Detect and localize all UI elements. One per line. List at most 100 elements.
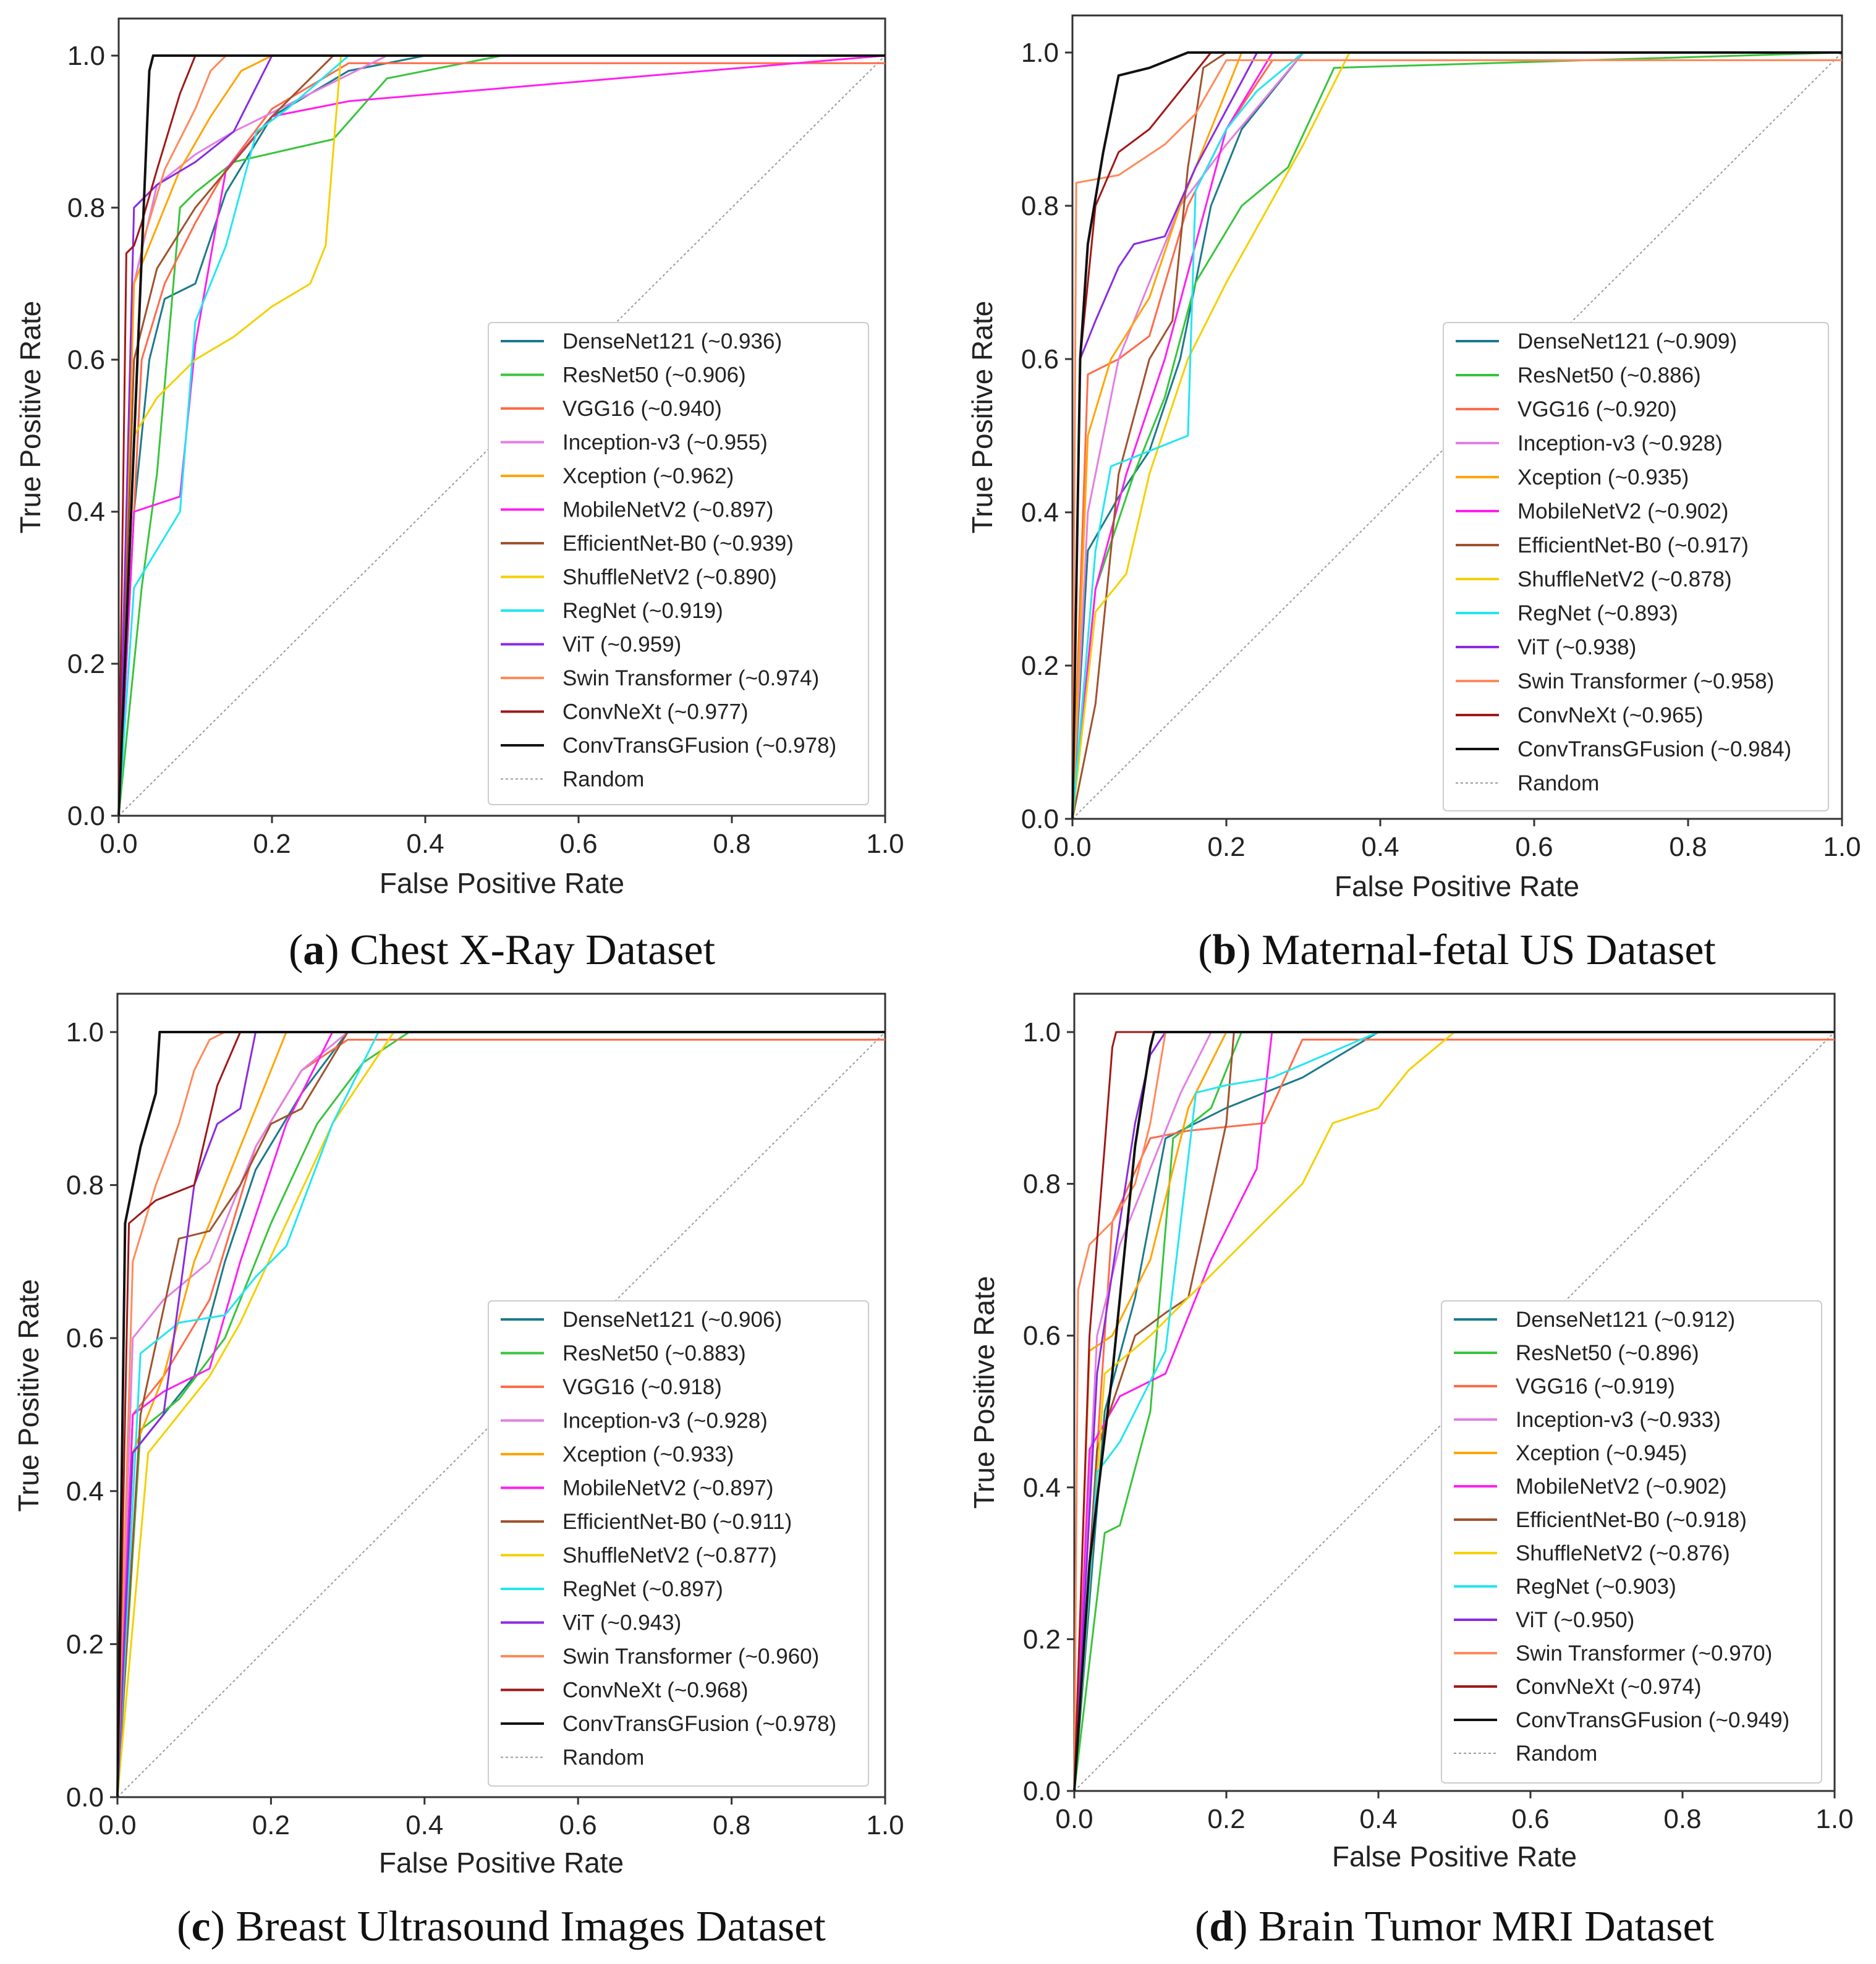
x-tick-label: 0.2 bbox=[1207, 832, 1245, 862]
roc-curve-shufflenetv2 bbox=[1073, 1031, 1835, 1792]
legend-label-vit: ViT (~0.959) bbox=[562, 633, 681, 657]
legend-label-shufflenetv2: ShuffleNetV2 (~0.876) bbox=[1516, 1541, 1730, 1565]
legend-label-mobilenetv2: MobileNetV2 (~0.897) bbox=[562, 1476, 773, 1501]
legend-label-mobilenetv2: MobileNetV2 (~0.902) bbox=[1516, 1475, 1726, 1499]
y-tick-label: 1.0 bbox=[1021, 38, 1059, 68]
x-tick-label: 0.8 bbox=[713, 829, 750, 859]
legend-entries: DenseNet121 (~0.936) ResNet50 (~0.906) VGG… bbox=[501, 329, 836, 792]
roc-curve-regnet bbox=[116, 1031, 885, 1798]
legend-label-shufflenetv2: ShuffleNetV2 (~0.890) bbox=[562, 565, 777, 590]
y-axis-label: True Positive Rate bbox=[968, 1276, 1000, 1509]
curves-panel-d bbox=[1073, 1031, 1835, 1792]
caption-title: Chest X-Ray Dataset bbox=[350, 926, 716, 974]
legend-label-efficientnet-b0: EfficientNet-B0 (~0.911) bbox=[562, 1510, 792, 1534]
roc-curve-shufflenetv2 bbox=[1071, 51, 1842, 819]
panel-caption: (d) Brain Tumor MRI Dataset bbox=[1195, 1903, 1715, 1950]
roc-curve-inception-v3 bbox=[116, 1031, 885, 1798]
x-tick-label: 1.0 bbox=[866, 829, 904, 859]
legend-label-random: Random bbox=[562, 768, 644, 792]
ticks-panel-b: 0.00.0 0.2 0.2 0.4 0.4 0.6 0.6 0.8 0.8 1.0 1.0 bbox=[1021, 38, 1861, 862]
legend-label-vgg16: VGG16 (~0.919) bbox=[1516, 1374, 1675, 1399]
y-tick-label: 0.0 bbox=[1021, 804, 1059, 834]
legend-label-shufflenetv2: ShuffleNetV2 (~0.878) bbox=[1517, 567, 1732, 591]
curves-panel-c bbox=[116, 1031, 885, 1798]
legend: DenseNet121 (~0.936) ResNet50 (~0.906) VGG… bbox=[488, 322, 869, 805]
roc-curve-swin-transformer bbox=[1071, 59, 1842, 819]
legend-label-resnet50: ResNet50 (~0.886) bbox=[1517, 363, 1701, 387]
x-axis-label: False Positive Rate bbox=[1335, 870, 1579, 902]
legend-label-xception: Xception (~0.935) bbox=[1517, 465, 1689, 489]
legend-label-inception-v3: Inception-v3 (~0.928) bbox=[562, 1409, 768, 1433]
roc-curve-convtransgfusion bbox=[117, 54, 885, 816]
caption-letter: a bbox=[303, 926, 325, 974]
panel-b: 0.00.0 0.2 0.2 0.4 0.4 0.6 0.6 0.8 0.8 1.0 1.0 Fal… bbox=[966, 14, 1861, 974]
roc-curve-regnet bbox=[117, 54, 885, 816]
x-tick-label: 1.0 bbox=[866, 1810, 904, 1840]
legend-label-convnext: ConvNeXt (~0.977) bbox=[562, 700, 749, 724]
legend-label-resnet50: ResNet50 (~0.906) bbox=[562, 363, 746, 387]
legend-label-xception: Xception (~0.945) bbox=[1516, 1441, 1687, 1465]
roc-curve-mobilenetv2 bbox=[117, 54, 886, 816]
x-tick-label: 1.0 bbox=[1823, 832, 1861, 862]
plot-frame bbox=[117, 17, 886, 817]
legend-label-convtransgfusion: ConvTransGFusion (~0.978) bbox=[562, 1712, 836, 1736]
caption-letter: b bbox=[1212, 926, 1236, 974]
roc-curve-regnet bbox=[1071, 51, 1842, 819]
x-tick-label: 0.0 bbox=[98, 1810, 136, 1840]
roc-curve-convtransgfusion bbox=[1073, 1031, 1835, 1792]
legend-label-random: Random bbox=[1516, 1742, 1597, 1766]
legend-label-vit: ViT (~0.950) bbox=[1516, 1608, 1634, 1632]
plot-frame bbox=[1071, 14, 1843, 820]
legend: DenseNet121 (~0.912) ResNet50 (~0.896) VGG… bbox=[1441, 1300, 1822, 1784]
legend-box bbox=[1441, 1300, 1822, 1784]
roc-curve-vit bbox=[116, 1031, 885, 1798]
legend-label-vgg16: VGG16 (~0.920) bbox=[1517, 397, 1677, 421]
legend-label-convnext: ConvNeXt (~0.974) bbox=[1516, 1675, 1702, 1699]
roc-curve-mobilenetv2 bbox=[1071, 51, 1842, 819]
roc-curve-resnet50 bbox=[1073, 1031, 1835, 1792]
roc-curve-shufflenetv2 bbox=[116, 1031, 885, 1798]
x-tick-label: 0.8 bbox=[713, 1810, 750, 1840]
x-tick-label: 1.0 bbox=[1815, 1804, 1853, 1834]
legend-label-densenet121: DenseNet121 (~0.912) bbox=[1516, 1308, 1735, 1332]
legend-label-efficientnet-b0: EfficientNet-B0 (~0.917) bbox=[1517, 533, 1749, 557]
roc-curve-inception-v3 bbox=[117, 54, 885, 816]
legend-label-resnet50: ResNet50 (~0.883) bbox=[562, 1342, 746, 1366]
x-tick-label: 0.6 bbox=[1511, 1804, 1549, 1834]
legend-label-efficientnet-b0: EfficientNet-B0 (~0.918) bbox=[1516, 1508, 1747, 1532]
legend-label-vgg16: VGG16 (~0.918) bbox=[562, 1375, 722, 1399]
plot-frame bbox=[1073, 993, 1836, 1792]
y-tick-label: 0.0 bbox=[1023, 1776, 1061, 1806]
legend-label-densenet121: DenseNet121 (~0.936) bbox=[562, 329, 782, 353]
legend-label-shufflenetv2: ShuffleNetV2 (~0.877) bbox=[562, 1544, 777, 1568]
legend-label-random: Random bbox=[562, 1746, 644, 1770]
x-tick-label: 0.0 bbox=[100, 829, 137, 859]
legend-label-random: Random bbox=[1517, 771, 1599, 795]
ticks-panel-d: 0.00.0 0.2 0.2 0.4 0.4 0.6 0.6 0.8 0.8 1.0 1.0 bbox=[1023, 1017, 1854, 1834]
x-tick-label: 0.0 bbox=[1053, 832, 1091, 862]
legend-label-densenet121: DenseNet121 (~0.909) bbox=[1517, 329, 1737, 353]
x-tick-label: 0.4 bbox=[406, 829, 444, 859]
y-tick-label: 0.0 bbox=[66, 1782, 104, 1813]
plot-frame bbox=[116, 993, 886, 1798]
y-tick-label: 1.0 bbox=[1023, 1017, 1061, 1048]
x-tick-label: 0.0 bbox=[1055, 1804, 1093, 1834]
panel-a: 0.00.0 0.2 0.2 0.4 0.4 0.6 0.6 0.8 0.8 1.0 1.0 Fal… bbox=[14, 17, 904, 974]
y-axis-label: True Positive Rate bbox=[12, 1279, 45, 1512]
y-tick-label: 0.0 bbox=[67, 801, 105, 831]
legend-label-swin-transformer: Swin Transformer (~0.970) bbox=[1516, 1641, 1772, 1666]
y-tick-label: 0.4 bbox=[1021, 497, 1059, 528]
panel-caption: (a) Chest X-Ray Dataset bbox=[289, 926, 716, 974]
roc-curve-vit bbox=[1071, 51, 1842, 819]
legend-entries: DenseNet121 (~0.909) ResNet50 (~0.886) VGG… bbox=[1456, 329, 1791, 795]
panel-caption: (c) Breast Ultrasound Images Dataset bbox=[177, 1903, 826, 1950]
x-tick-label: 0.8 bbox=[1663, 1804, 1701, 1834]
y-tick-label: 0.2 bbox=[1023, 1624, 1061, 1654]
legend-box bbox=[1443, 322, 1829, 811]
roc-curve-inception-v3 bbox=[1071, 51, 1842, 819]
x-axis-label: False Positive Rate bbox=[380, 867, 624, 899]
legend-label-regnet: RegNet (~0.897) bbox=[562, 1577, 723, 1601]
caption-letter: c bbox=[191, 1903, 210, 1950]
roc-curve-vgg16 bbox=[117, 62, 885, 816]
